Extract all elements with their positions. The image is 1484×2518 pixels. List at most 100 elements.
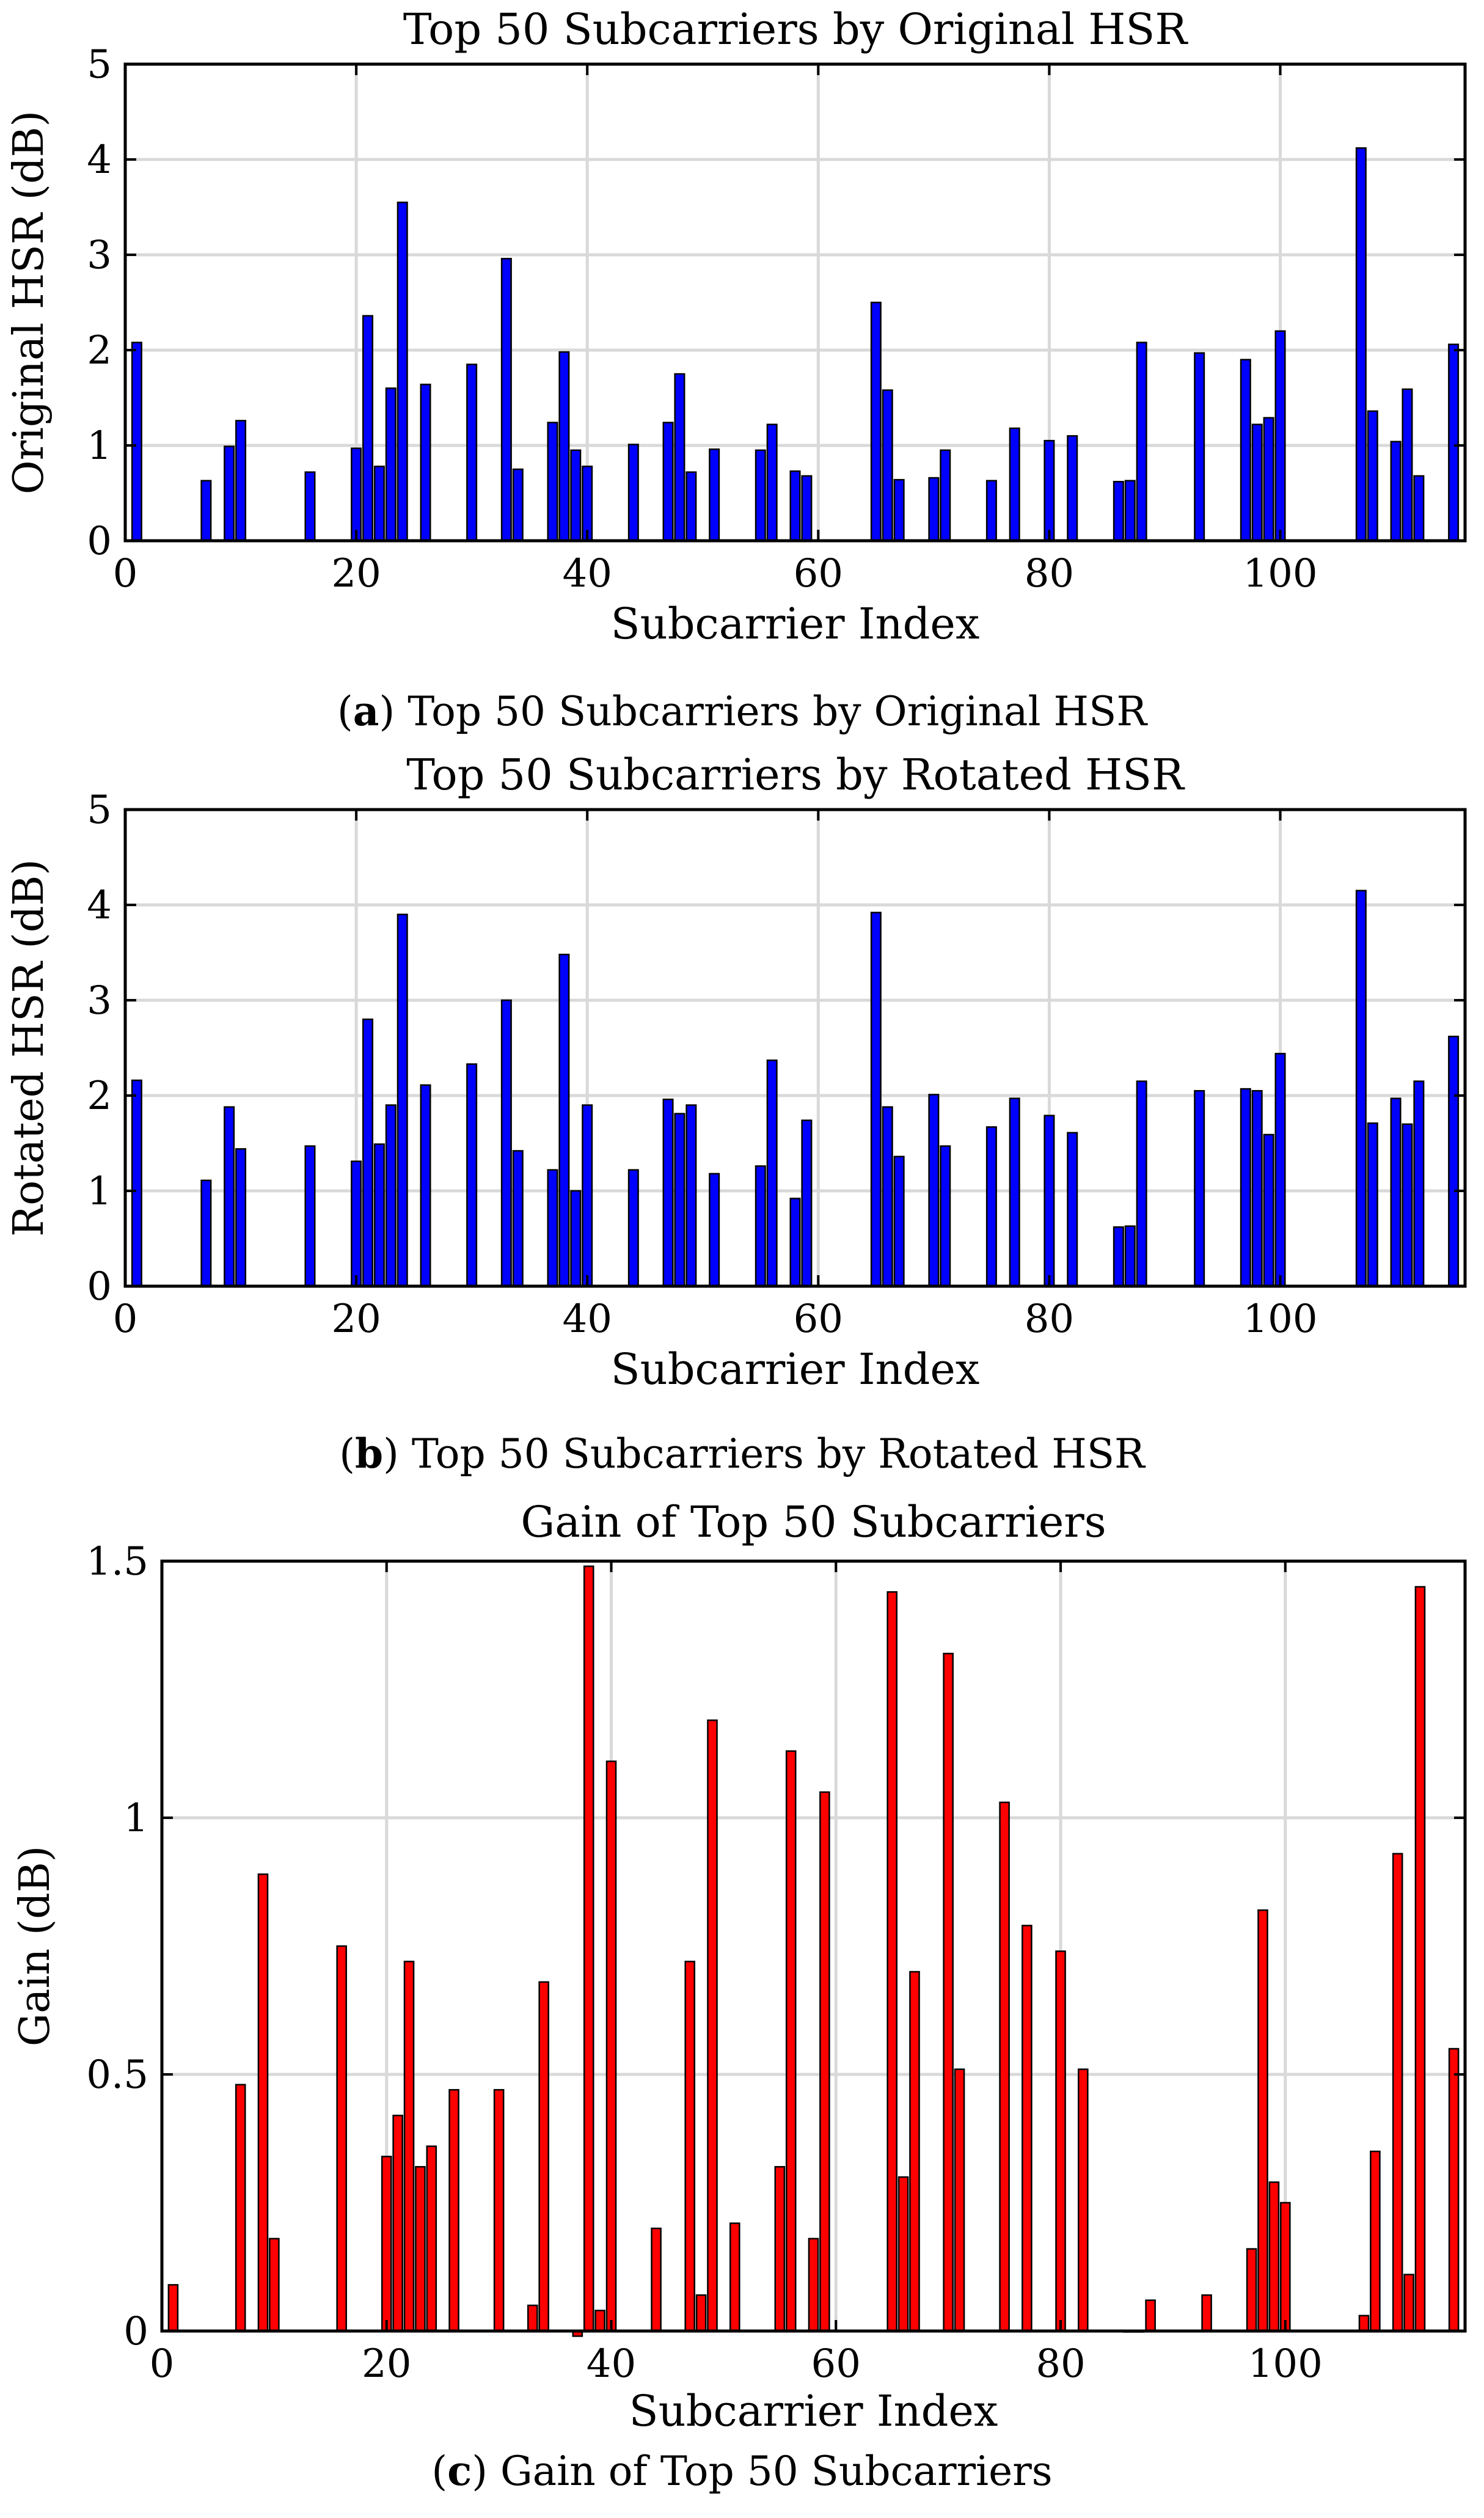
bar (985, 1126, 997, 1287)
bar (466, 364, 478, 542)
bar (999, 1801, 1010, 2332)
bar (131, 342, 142, 542)
bar (1392, 1853, 1403, 2332)
bar (1413, 1080, 1425, 1287)
bar (801, 475, 813, 542)
bar (1370, 2150, 1381, 2332)
bar (397, 913, 408, 1287)
bar (167, 2284, 179, 2332)
y-axis-label: Gain (dB) (11, 1846, 59, 2047)
bar (403, 1960, 415, 2332)
bar (1136, 1080, 1147, 1287)
bar (1246, 2248, 1257, 2332)
bar (1009, 1097, 1020, 1287)
bar (870, 912, 882, 1287)
bar (582, 1104, 593, 1287)
bar (1251, 423, 1263, 542)
caption-a: (a) Top 50 Subcarriers by Original HSR (337, 687, 1147, 735)
bar (766, 1060, 778, 1287)
bar (1022, 1925, 1033, 2332)
bar (1448, 1036, 1460, 1287)
bar (1194, 352, 1205, 542)
bar (448, 2088, 459, 2332)
bar (1009, 427, 1020, 542)
bar (985, 480, 997, 542)
bar (1402, 1123, 1413, 1287)
caption-b-text: Top 50 Subcarriers by Rotated HSR (411, 1430, 1145, 1477)
bar (801, 1119, 813, 1287)
bar (235, 2084, 246, 2332)
y-tick-label: 5 (87, 42, 112, 87)
bar (420, 383, 431, 542)
y-tick-label: 0 (87, 519, 112, 564)
bar (512, 468, 524, 542)
bar (789, 470, 801, 542)
chart-rotated-hsr: 0 20 40 60 80 100 0 1 2 3 4 5 Top 50 Subcarriers by … (5, 750, 1467, 1394)
bar (362, 315, 374, 542)
bar (1390, 1097, 1402, 1287)
bar (1280, 2201, 1291, 2332)
bar (527, 2304, 538, 2332)
bar (1448, 343, 1460, 542)
bar (558, 351, 570, 542)
x-tick-label: 80 (1025, 1297, 1074, 1342)
bar (493, 2088, 505, 2332)
bar (766, 423, 778, 542)
bar (662, 422, 674, 542)
chart-panel-a: 0 20 40 60 80 100 0 1 2 3 4 5 Top 50 Subcarriers by … (0, 0, 1484, 788)
bar (1274, 330, 1286, 542)
bar (1263, 417, 1274, 542)
x-axis-label: Subcarrier Index (611, 1344, 980, 1394)
bar (1257, 1909, 1268, 2332)
bar (420, 1084, 431, 1287)
x-tick-label: 20 (362, 2341, 411, 2387)
bar (1113, 1226, 1124, 1287)
bar (1414, 1586, 1426, 2332)
caption-a-text: Top 50 Subcarriers by Original HSR (408, 688, 1147, 735)
bar (755, 449, 766, 542)
y-tick-label: 0 (123, 2309, 148, 2354)
bar (336, 1945, 347, 2332)
bar (684, 1960, 696, 2332)
bar (269, 2238, 280, 2332)
bar (570, 1190, 582, 1287)
x-tick-label: 0 (150, 2341, 175, 2387)
bar (466, 1063, 478, 1287)
x-tick-label: 60 (794, 551, 843, 596)
bar (373, 1143, 385, 1287)
bar (1355, 147, 1367, 542)
bar (627, 444, 639, 542)
bar (1355, 890, 1367, 1287)
bar (200, 1179, 212, 1287)
bar (397, 201, 408, 542)
plot-frame (123, 62, 1467, 543)
bar (897, 2176, 909, 2332)
bar (1194, 1089, 1205, 1287)
bar (235, 420, 247, 542)
plot-area (162, 1561, 1465, 2331)
bar (882, 389, 893, 542)
bar (685, 1104, 697, 1287)
bar (928, 477, 940, 542)
bar (235, 1148, 247, 1287)
bar (886, 1591, 898, 2332)
bar (819, 1791, 830, 2332)
bar (351, 447, 362, 542)
x-tick-label: 0 (113, 551, 138, 596)
x-tick-label: 20 (331, 1297, 381, 1342)
bar (373, 466, 385, 542)
bar (1251, 1089, 1263, 1287)
bar (1124, 480, 1136, 542)
caption-c-text: Gain of Top 50 Subcarriers (500, 2448, 1053, 2495)
bar (1413, 475, 1425, 542)
bar (808, 2238, 819, 2332)
bar (547, 1169, 558, 1287)
bar (1268, 2181, 1280, 2332)
bar (131, 1079, 142, 1287)
caption-b: (b) Top 50 Subcarriers by Rotated HSR (339, 1430, 1145, 1477)
bar (304, 1145, 316, 1287)
y-tick-label: 1 (123, 1796, 148, 1841)
bar (582, 466, 593, 542)
y-axis-label: Original HSR (dB) (5, 111, 53, 494)
bar (893, 1155, 905, 1287)
